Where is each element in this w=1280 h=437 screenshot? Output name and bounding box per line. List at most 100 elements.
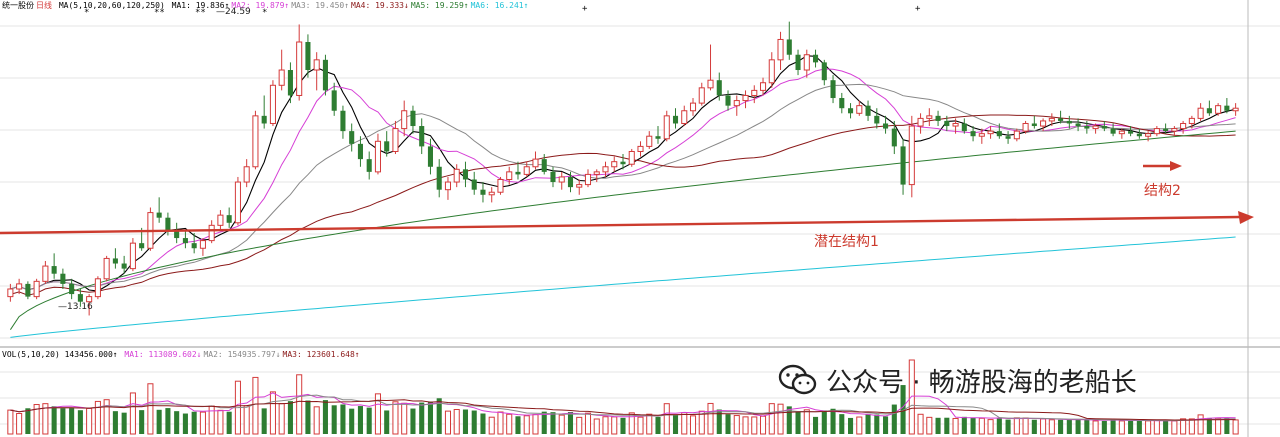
candle bbox=[952, 118, 959, 134]
watermark-text: 公众号 · 畅游股海的老船长 bbox=[826, 367, 1137, 398]
volume-bar bbox=[646, 413, 653, 435]
candle bbox=[174, 222, 180, 244]
candle bbox=[147, 207, 154, 251]
candle-body bbox=[874, 115, 880, 124]
candle bbox=[1206, 100, 1212, 116]
volume-bar bbox=[777, 403, 784, 435]
candle-body bbox=[7, 288, 14, 298]
candle bbox=[961, 118, 967, 134]
candle bbox=[208, 220, 215, 244]
volume-bar bbox=[1092, 420, 1099, 435]
candle-body bbox=[51, 266, 57, 274]
volume-bar bbox=[1110, 418, 1116, 434]
candle-body bbox=[541, 159, 547, 172]
structure2-arrow-head bbox=[1170, 161, 1182, 171]
candle bbox=[1118, 128, 1125, 139]
volume-bar bbox=[60, 408, 66, 434]
candle bbox=[698, 82, 705, 106]
candle-body bbox=[1066, 120, 1072, 124]
candle bbox=[935, 110, 941, 127]
candle-body bbox=[1215, 105, 1222, 114]
candle-body bbox=[243, 166, 250, 183]
candle bbox=[576, 179, 583, 195]
volume-bar bbox=[707, 402, 714, 435]
candle-body bbox=[1171, 128, 1178, 132]
volume-bar bbox=[681, 412, 688, 435]
candle-body bbox=[1005, 136, 1011, 139]
candle-body bbox=[1110, 128, 1116, 134]
candle bbox=[1048, 113, 1055, 127]
candle bbox=[1110, 123, 1116, 137]
candle-body bbox=[725, 95, 731, 106]
candle bbox=[707, 44, 714, 91]
candle bbox=[777, 31, 784, 71]
candle-body bbox=[1224, 105, 1230, 111]
candle bbox=[480, 182, 486, 203]
candle bbox=[25, 281, 31, 300]
candle-body bbox=[558, 176, 565, 183]
volume-bar bbox=[1171, 420, 1178, 435]
volume-bar bbox=[961, 416, 967, 434]
candle bbox=[1084, 120, 1090, 134]
candle-body bbox=[1145, 133, 1152, 137]
structure1-arrow-line bbox=[0, 215, 1241, 235]
volume-bar bbox=[1005, 419, 1011, 434]
candle bbox=[813, 49, 819, 68]
candle bbox=[16, 278, 23, 295]
volume-bar bbox=[593, 418, 600, 435]
volume-bar bbox=[856, 416, 863, 435]
volume-bar bbox=[182, 413, 188, 434]
volume-bar bbox=[1022, 417, 1029, 435]
ma-legend-4: MA4: 19.333↓ bbox=[351, 1, 409, 10]
candle-body bbox=[94, 278, 101, 298]
candle-body bbox=[848, 108, 854, 114]
candle bbox=[129, 238, 136, 272]
volume-bar bbox=[751, 416, 758, 435]
candle bbox=[444, 176, 452, 200]
volume-bar bbox=[269, 391, 276, 435]
candle bbox=[384, 131, 390, 157]
volume-bar bbox=[1101, 420, 1107, 434]
candle bbox=[1224, 98, 1230, 114]
candle-body bbox=[1084, 126, 1090, 129]
candle-body bbox=[813, 54, 819, 63]
candle bbox=[523, 161, 530, 177]
candle-body bbox=[620, 161, 626, 165]
ma-legend-3: MA3: 19.450↑ bbox=[291, 1, 350, 10]
candle-body bbox=[506, 171, 513, 181]
candle-body bbox=[1197, 107, 1204, 119]
candle bbox=[550, 166, 556, 188]
candle bbox=[234, 176, 241, 226]
volume-bar bbox=[16, 412, 23, 435]
candle bbox=[497, 176, 504, 195]
candle bbox=[261, 95, 267, 129]
candle-body bbox=[103, 257, 110, 280]
volume-bar bbox=[1013, 417, 1020, 435]
wechat-icon bbox=[778, 364, 817, 395]
candle bbox=[532, 151, 539, 170]
vol-ma20-line bbox=[10, 399, 1236, 421]
volume-bar bbox=[584, 412, 592, 435]
stock-name: 统一股份 bbox=[2, 1, 34, 10]
volume-bar bbox=[1188, 418, 1195, 435]
candle bbox=[611, 156, 618, 172]
candle bbox=[1066, 115, 1072, 129]
marker-plus: + bbox=[915, 4, 921, 14]
structure1-arrow-head bbox=[1238, 211, 1254, 224]
candle bbox=[374, 133, 381, 175]
volume-bar bbox=[996, 417, 1002, 434]
candle bbox=[768, 52, 775, 88]
candle bbox=[908, 115, 915, 198]
candle-body bbox=[252, 115, 259, 168]
candle-body bbox=[208, 224, 215, 242]
candle bbox=[191, 232, 197, 254]
candle-body bbox=[384, 141, 390, 152]
candle-body bbox=[129, 242, 136, 270]
candle-body bbox=[935, 115, 941, 121]
candle-body bbox=[374, 140, 381, 173]
candle bbox=[7, 283, 14, 302]
marker-star: ** bbox=[195, 8, 206, 18]
volume-bar bbox=[813, 416, 819, 434]
ma-legend-5: MA5: 19.259↑ bbox=[410, 1, 469, 10]
volume-bar bbox=[1118, 420, 1125, 435]
